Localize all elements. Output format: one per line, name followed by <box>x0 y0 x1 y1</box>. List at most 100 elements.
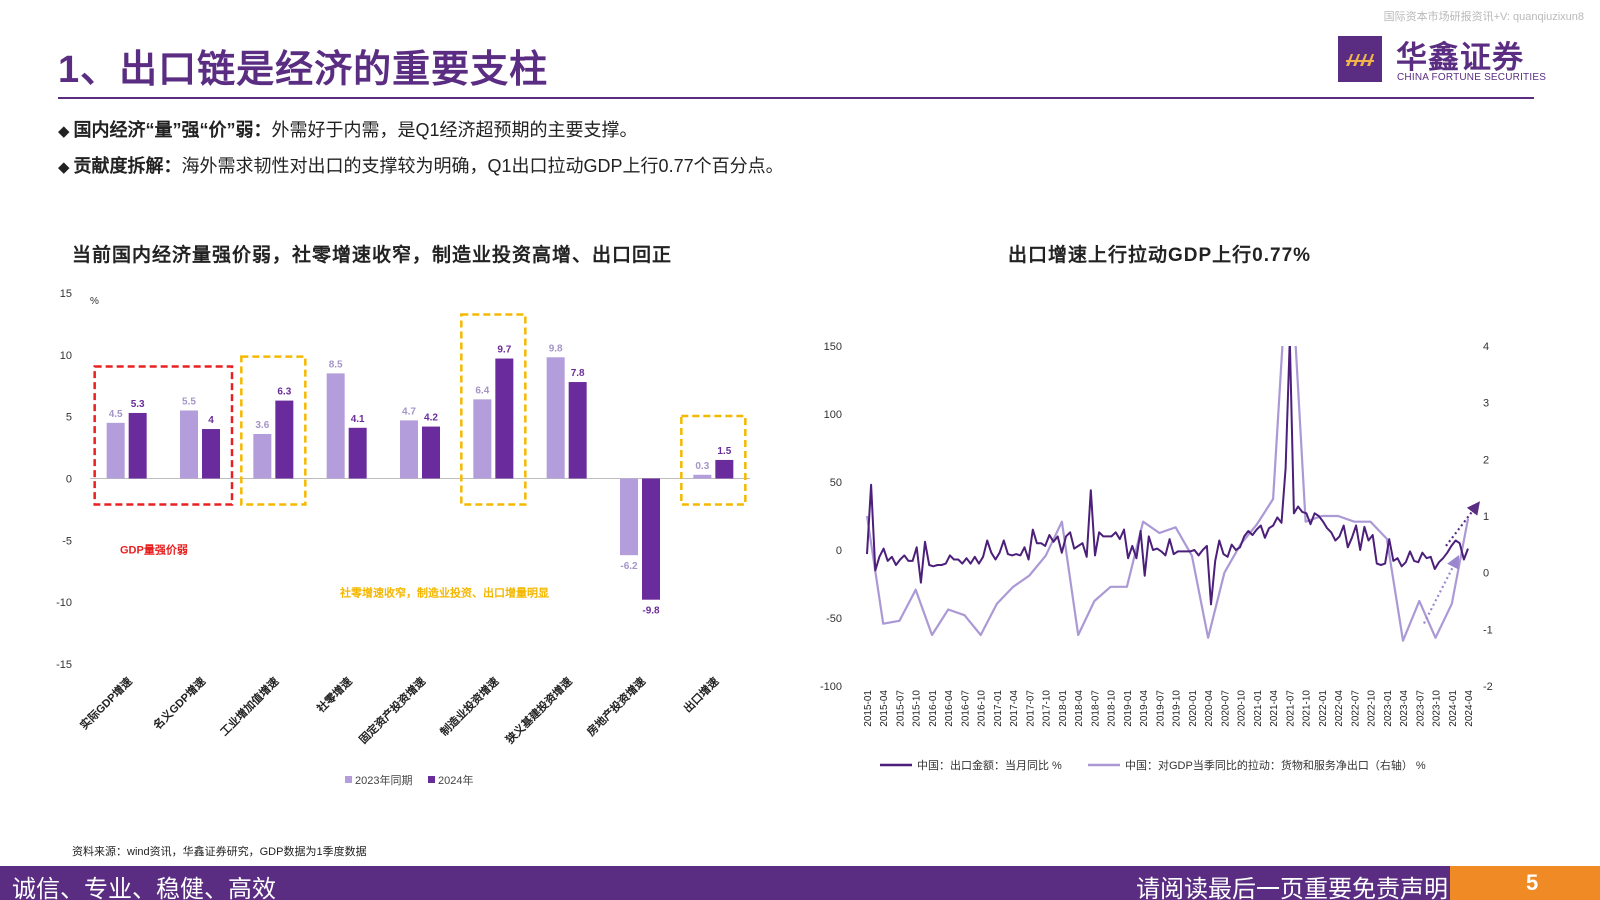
data-label: 1.5 <box>717 446 731 457</box>
line-chart: 150 100 50 0 -50 -100 4 3 2 1 0 -1 -2 2015-01 2015-04 2… <box>820 341 1493 772</box>
y-unit-label: % <box>90 296 99 307</box>
y-tick-label: 15 <box>60 288 72 300</box>
logo-name-cn: 华鑫证券 <box>1396 40 1524 75</box>
legend-swatch-2024 <box>428 776 435 783</box>
data-label: 4.7 <box>402 406 416 417</box>
data-label: 5.3 <box>131 399 145 410</box>
highlight-box <box>93 365 234 506</box>
y-left-tick-label: -100 <box>820 681 842 693</box>
x-tick-label: 2021-07 <box>1285 690 1296 727</box>
x-tick-label: 2022-04 <box>1334 690 1345 727</box>
legend-label-net-export: 中国：对GDP当季同比的拉动：货物和服务净出口（右轴） % <box>1125 758 1426 772</box>
x-category-label: 制造业投资增速 <box>437 674 501 738</box>
data-label: 4.2 <box>424 413 438 424</box>
x-tick-label: 2015-04 <box>879 690 890 727</box>
data-label: -9.8 <box>642 606 660 617</box>
y-right-tick-label: -1 <box>1483 624 1493 636</box>
page-number: 5 <box>1526 870 1539 895</box>
data-label: 9.7 <box>497 345 511 356</box>
bar-2024 <box>715 459 734 479</box>
x-tick-label: 2019-10 <box>1172 690 1183 727</box>
x-tick-label: 2016-04 <box>944 690 955 727</box>
bar-2023 <box>400 420 418 479</box>
y-left-tick-label: 50 <box>830 477 842 489</box>
title-divider <box>58 97 1534 99</box>
x-tick-label: 2023-04 <box>1399 690 1410 727</box>
x-tick-label: 2022-01 <box>1318 690 1329 727</box>
x-tick-label: 2023-01 <box>1383 690 1394 727</box>
x-category-label: 房地产投资增速 <box>584 674 648 738</box>
bullet-2: ◆ 贡献度拆解：海外需求韧性对出口的支撑较为明确，Q1出口拉动GDP上行0.77个… <box>58 152 784 178</box>
data-label: 4.1 <box>351 414 365 425</box>
bar-2024 <box>128 412 147 479</box>
bullet-1: ◆ 国内经济“量”强“价”弱：外需好于内需，是Q1经济超预期的主要支撑。 <box>58 116 638 142</box>
x-tick-label: 2015-07 <box>895 690 906 727</box>
bar-2024 <box>422 426 440 479</box>
y-left-tick-label: -50 <box>826 613 842 625</box>
x-tick-label: 2019-04 <box>1139 690 1150 727</box>
diamond-icon: ◆ <box>58 123 70 140</box>
x-tick-label: 2017-10 <box>1042 690 1053 727</box>
bar-2024 <box>202 429 220 479</box>
watermark: 国际资本市场研报资讯+V: quanqiuzixun8 <box>1383 11 1584 23</box>
y-tick-label: -10 <box>56 597 72 609</box>
page-title: 1、出口链是经济的重要支柱 <box>58 49 549 91</box>
x-tick-label: 2021-01 <box>1253 690 1264 727</box>
x-category-label: 工业增加值增速 <box>217 674 281 738</box>
y-right-tick-label: 0 <box>1483 568 1489 580</box>
data-label: 6.3 <box>277 387 291 398</box>
trend-arrow-up <box>1445 501 1480 547</box>
x-tick-label: 2015-10 <box>912 690 923 727</box>
bar-chart: 15 10 5 0 -5 -10 -15% 4.5 5.3 实际GDP增速 5.5 4 名义GDP增速 3… <box>56 288 750 787</box>
x-tick-label: 2017-04 <box>1009 690 1020 727</box>
bar-2023 <box>326 373 345 479</box>
x-tick-label: 2024-01 <box>1448 690 1459 727</box>
bar-2024 <box>495 358 514 479</box>
x-tick-label: 2021-04 <box>1269 690 1280 727</box>
series-export-yoy <box>866 346 1469 606</box>
x-tick-label: 2015-01 <box>863 690 874 727</box>
bar-2023 <box>546 357 565 479</box>
x-category-label: 名义GDP增速 <box>150 674 208 732</box>
y-right-tick-label: 3 <box>1483 398 1489 410</box>
y-tick-label: -5 <box>62 535 72 547</box>
x-tick-label: 2016-10 <box>977 690 988 727</box>
y-right-tick-label: 4 <box>1483 341 1489 353</box>
x-tick-label: 2022-07 <box>1350 690 1361 727</box>
data-label: 5.5 <box>182 396 196 407</box>
left-chart-title: 当前国内经济量强价弱，社零增速收窄，制造业投资高增、出口回正 <box>72 245 673 266</box>
highlight-box <box>460 313 527 506</box>
y-left-tick-label: 150 <box>824 341 842 353</box>
diamond-icon: ◆ <box>58 159 70 176</box>
x-category-label: 出口增速 <box>680 674 721 715</box>
y-tick-label: 5 <box>66 412 72 424</box>
annotation-yellow: 社零增速收窄，制造业投资、出口增量明显 <box>339 586 549 600</box>
x-tick-label: 2018-07 <box>1090 690 1101 727</box>
bar-2024 <box>348 427 367 479</box>
bar-2023 <box>620 478 638 556</box>
y-right-tick-label: 1 <box>1483 511 1489 523</box>
company-logo: 华鑫证券 CHINA FORTUNE SECURITIES <box>1338 36 1546 84</box>
x-tick-label: 2018-10 <box>1107 690 1118 727</box>
bullet-1-heading: 国内经济“量”强“价”弱： <box>73 120 272 140</box>
x-tick-label: 2020-01 <box>1188 690 1199 727</box>
y-tick-label: -15 <box>56 659 72 671</box>
x-tick-label: 2016-01 <box>928 690 939 727</box>
y-tick-label: 10 <box>60 350 72 362</box>
x-tick-label: 2016-07 <box>960 690 971 727</box>
data-label: 0.3 <box>695 461 709 472</box>
data-label: 4.5 <box>109 409 123 420</box>
x-tick-label: 2018-04 <box>1074 690 1085 727</box>
logo-name-en: CHINA FORTUNE SECURITIES <box>1397 72 1547 83</box>
y-left-tick-label: 0 <box>836 545 842 557</box>
x-tick-label: 2023-07 <box>1415 690 1426 727</box>
data-label: 7.8 <box>571 368 585 379</box>
series-net-export-contribution <box>865 346 1470 642</box>
footer-disclaimer: 请阅读最后一页重要免责声明 <box>1136 876 1448 900</box>
bullet-2-text: 海外需求韧性对出口的支撑较为明确，Q1出口拉动GDP上行0.77个百分点。 <box>181 156 784 176</box>
bar-2023 <box>473 399 492 479</box>
bar-2023 <box>693 474 712 479</box>
data-label: 4 <box>208 415 214 426</box>
x-category-label: 实际GDP增速 <box>77 674 135 732</box>
x-tick-label: 2020-04 <box>1204 690 1215 727</box>
